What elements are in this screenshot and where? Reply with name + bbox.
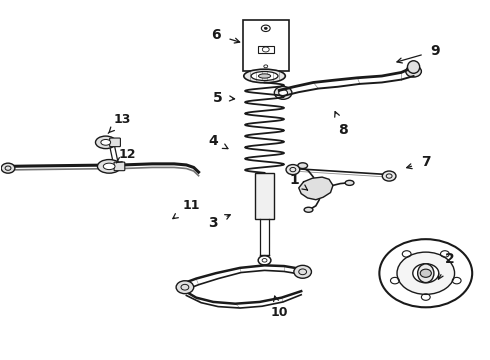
Ellipse shape [103,163,115,170]
Ellipse shape [261,36,270,39]
Circle shape [279,90,288,96]
Text: 9: 9 [397,44,441,63]
Text: 12: 12 [116,148,137,163]
Circle shape [1,163,15,173]
Text: 13: 13 [108,113,130,133]
Text: 7: 7 [407,155,431,169]
Text: 5: 5 [213,90,235,104]
Circle shape [286,165,300,175]
Ellipse shape [298,163,308,168]
Circle shape [274,86,292,99]
Ellipse shape [417,264,434,283]
Bar [243,21,289,71]
Ellipse shape [258,64,273,68]
Ellipse shape [304,207,313,212]
Circle shape [294,265,312,278]
Ellipse shape [244,69,285,83]
Circle shape [397,252,455,294]
Circle shape [382,171,396,181]
Circle shape [379,239,472,307]
Ellipse shape [345,180,354,185]
Ellipse shape [96,136,116,149]
Ellipse shape [258,74,270,78]
Ellipse shape [256,35,275,41]
Ellipse shape [262,58,270,60]
Ellipse shape [257,57,274,62]
Polygon shape [299,177,333,200]
Bar [258,45,273,53]
Bar [255,173,274,220]
Ellipse shape [101,139,111,145]
Ellipse shape [408,61,419,73]
Text: 8: 8 [335,112,347,137]
Text: 11: 11 [173,199,200,219]
Circle shape [413,264,439,283]
Ellipse shape [251,72,278,81]
Text: 2: 2 [439,252,455,279]
Ellipse shape [98,159,121,173]
Text: 1: 1 [289,173,308,190]
FancyBboxPatch shape [114,162,125,171]
Text: 6: 6 [211,28,240,43]
Text: 10: 10 [270,296,288,319]
Circle shape [406,66,421,77]
FancyBboxPatch shape [110,138,121,147]
Text: 4: 4 [208,134,228,149]
Circle shape [264,27,267,30]
Circle shape [176,281,194,294]
Text: 3: 3 [208,215,230,230]
Circle shape [420,269,431,277]
